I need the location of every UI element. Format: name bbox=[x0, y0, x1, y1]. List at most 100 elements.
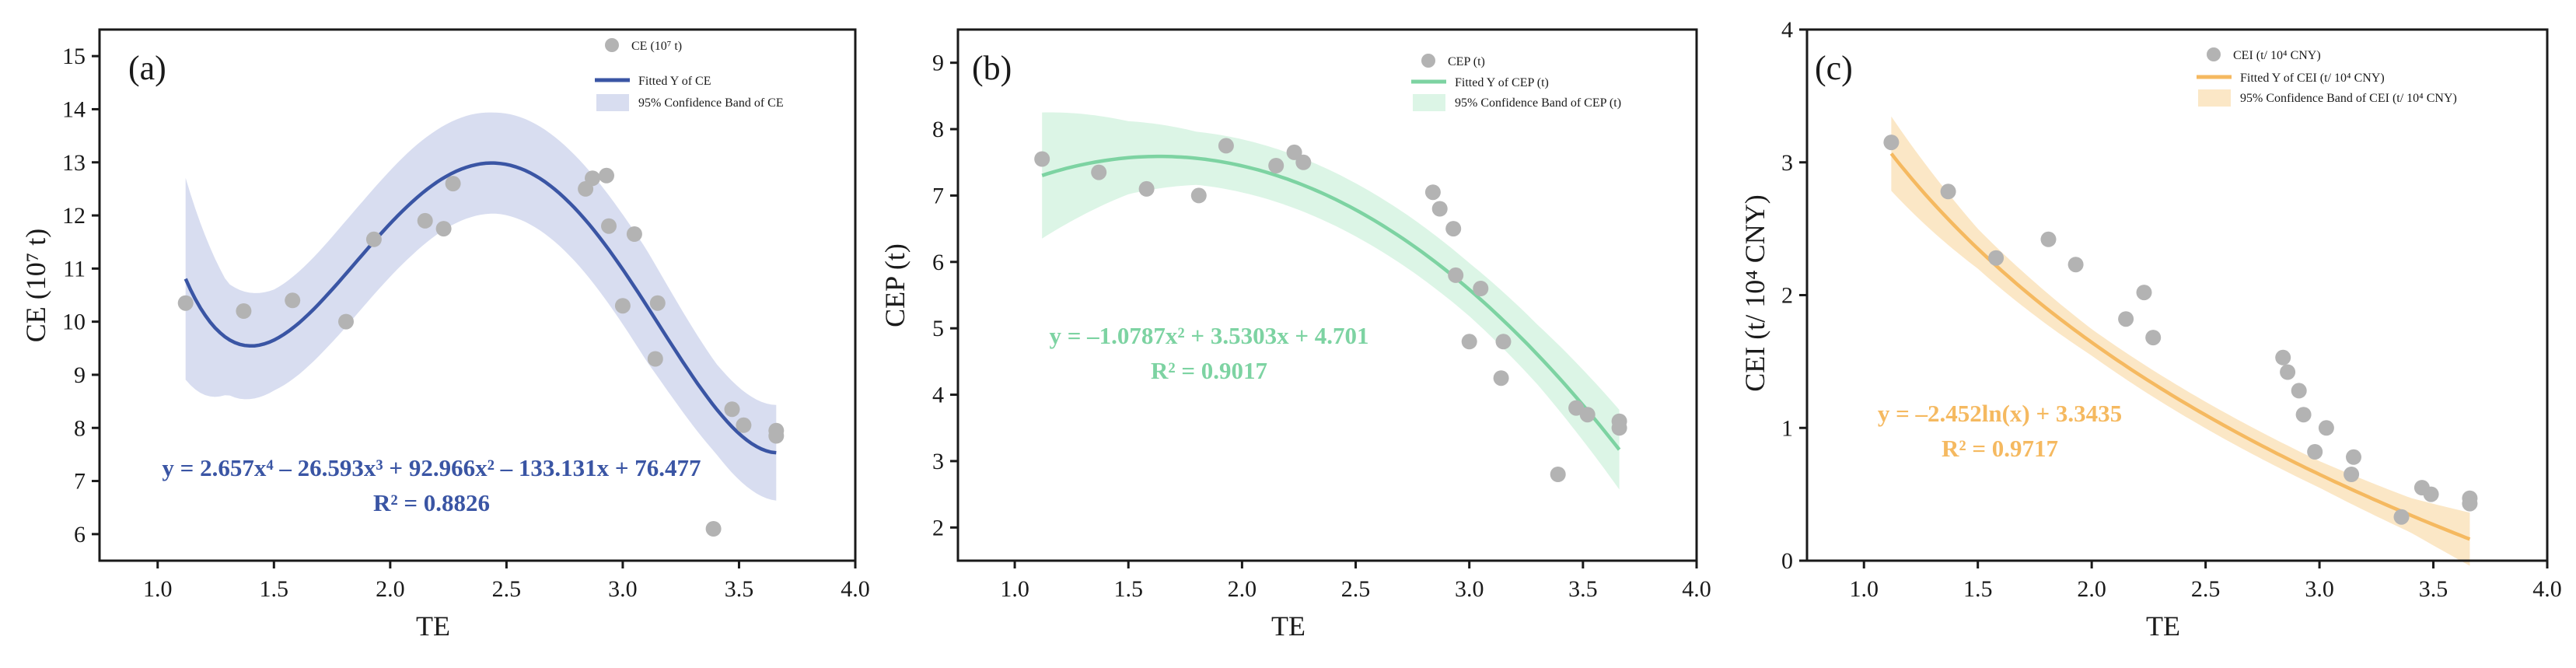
x-axis-title: TE bbox=[416, 610, 450, 642]
data-point bbox=[1424, 184, 1441, 201]
x-tick-label: 2.0 bbox=[376, 576, 405, 602]
y-tick-label: 13 bbox=[62, 150, 86, 176]
data-point bbox=[1611, 420, 1627, 436]
data-point bbox=[1138, 180, 1155, 197]
y-tick-label: 6 bbox=[932, 250, 944, 275]
legend: CE (10⁷ t) Fitted Y of CE 95% Confidence… bbox=[595, 38, 784, 111]
y-tick-label: 3 bbox=[1781, 150, 1793, 176]
fit-equation: y = 2.657x⁴ – 26.593x³ + 92.966x² – 133.… bbox=[162, 454, 701, 481]
data-point bbox=[1568, 400, 1585, 416]
data-point bbox=[2118, 311, 2134, 327]
legend-label-band: 95% Confidence Band of CEI (t/ 10⁴ CNY) bbox=[2240, 92, 2457, 105]
data-point bbox=[1493, 370, 1509, 386]
legend-label-fit: Fitted Y of CEI (t/ 10⁴ CNY) bbox=[2240, 72, 2385, 85]
data-point bbox=[649, 295, 666, 311]
legend-marker-band bbox=[596, 94, 629, 111]
data-point bbox=[1988, 250, 2005, 266]
panel-label: (a) bbox=[128, 49, 166, 87]
y-tick-label: 9 bbox=[74, 362, 86, 388]
fit-equation: y = –1.0787x² + 3.5303x + 4.701 bbox=[1049, 322, 1368, 349]
y-tick-label: 2 bbox=[1781, 283, 1793, 309]
y-tick-label: 11 bbox=[63, 256, 86, 282]
legend-label-band: 95% Confidence Band of CE bbox=[638, 96, 784, 110]
y-tick-label: 10 bbox=[62, 310, 86, 335]
data-point bbox=[435, 221, 452, 237]
data-point bbox=[2291, 383, 2307, 399]
data-point bbox=[236, 303, 252, 319]
y-tick-label: 1 bbox=[1781, 415, 1793, 441]
panel-a: 1.0 1.5 2.0 2.5 3.0 3.5 4.0 6 7 8 9 10 11 12 13 14 15 CE… bbox=[20, 28, 870, 642]
y-tick-label: 9 bbox=[932, 51, 944, 76]
data-point bbox=[2307, 444, 2323, 460]
data-point bbox=[365, 231, 382, 247]
data-point bbox=[2318, 420, 2334, 436]
data-point bbox=[2393, 509, 2410, 525]
panel-c: 1.0 1.5 2.0 2.5 3.0 3.5 4.0 0 1 2 3 4 CEI (t/ 10⁴ C… bbox=[1739, 17, 2562, 642]
data-point bbox=[1286, 144, 1302, 160]
y-axis-title: CEI (t/ 10⁴ CNY) bbox=[1739, 194, 1770, 392]
data-point bbox=[2346, 449, 2361, 465]
data-point bbox=[1295, 154, 1312, 170]
x-tick-label: 3.0 bbox=[2305, 576, 2334, 602]
fit-r-squared: R² = 0.8826 bbox=[373, 489, 490, 516]
panel-label: (b) bbox=[972, 49, 1012, 87]
y-tick-label: 14 bbox=[62, 96, 86, 122]
data-point bbox=[177, 295, 194, 311]
x-tick-label: 2.5 bbox=[492, 576, 522, 602]
x-axis-title: TE bbox=[1271, 610, 1305, 642]
y-tick-label: 15 bbox=[62, 44, 86, 69]
data-point bbox=[1940, 184, 1956, 200]
y-tick-label: 3 bbox=[932, 449, 944, 474]
data-point bbox=[2275, 349, 2291, 365]
data-point bbox=[285, 292, 301, 309]
y-tick-label: 7 bbox=[932, 183, 944, 208]
x-tick-label: 2.0 bbox=[1228, 576, 1257, 602]
data-point bbox=[2145, 330, 2162, 346]
plot-frame bbox=[956, 28, 1698, 562]
plot-frame bbox=[1805, 28, 2549, 562]
y-tick-label: 4 bbox=[932, 383, 944, 408]
fit-line bbox=[1041, 154, 1621, 451]
confidence-band bbox=[1891, 116, 2470, 566]
legend-marker-band bbox=[2198, 89, 2231, 107]
plot-area: 1.0 1.5 2.0 2.5 3.0 3.5 4.0 2 3 4 5 6 7 8 9 bbox=[932, 28, 1711, 602]
x-tick-label: 3.5 bbox=[2419, 576, 2448, 602]
x-tick-label: 3.5 bbox=[1568, 576, 1598, 602]
x-tick-label: 4.0 bbox=[1682, 576, 1711, 602]
x-tick-label: 3.5 bbox=[725, 576, 754, 602]
data-point bbox=[705, 521, 722, 537]
plot-area: 1.0 1.5 2.0 2.5 3.0 3.5 4.0 6 7 8 9 10 11 12 13 14 15 bbox=[62, 28, 870, 602]
y-tick-label: 7 bbox=[74, 469, 86, 495]
y-tick-label: 8 bbox=[74, 415, 86, 441]
legend-label-fit: Fitted Y of CEP (t) bbox=[1455, 76, 1549, 89]
plot-frame bbox=[98, 28, 857, 562]
y-tick-label: 6 bbox=[74, 522, 86, 547]
confidence-band bbox=[185, 112, 777, 501]
y-tick-label: 4 bbox=[1781, 17, 1793, 43]
legend: CEP (t) Fitted Y of CEP (t) 95% Confiden… bbox=[1411, 54, 1621, 111]
data-point bbox=[2423, 486, 2439, 502]
x-tick-label: 1.0 bbox=[143, 576, 173, 602]
x-tick-label: 3.0 bbox=[1455, 576, 1484, 602]
data-point bbox=[614, 298, 631, 314]
fit-r-squared: R² = 0.9717 bbox=[1942, 435, 2058, 462]
data-point bbox=[1445, 221, 1462, 237]
legend-label-fit: Fitted Y of CE bbox=[638, 75, 711, 88]
data-point bbox=[1550, 467, 1566, 482]
data-point bbox=[1034, 151, 1050, 167]
data-point bbox=[338, 313, 354, 330]
x-tick-label: 2.5 bbox=[1341, 576, 1371, 602]
legend-marker-points bbox=[1421, 54, 1435, 68]
fit-line bbox=[1889, 152, 2471, 541]
legend-label-points: CEI (t/ 10⁴ CNY) bbox=[2233, 49, 2321, 62]
data-point bbox=[2136, 285, 2152, 301]
data-point bbox=[585, 170, 600, 187]
y-tick-label: 5 bbox=[932, 316, 944, 341]
legend: CEI (t/ 10⁴ CNY) Fitted Y of CEI (t/ 10⁴… bbox=[2197, 47, 2457, 107]
x-tick-label: 1.5 bbox=[1113, 576, 1143, 602]
x-tick-label: 2.5 bbox=[2191, 576, 2221, 602]
x-tick-label: 1.0 bbox=[1849, 576, 1879, 602]
data-point bbox=[724, 401, 740, 418]
data-point bbox=[1431, 201, 1448, 217]
